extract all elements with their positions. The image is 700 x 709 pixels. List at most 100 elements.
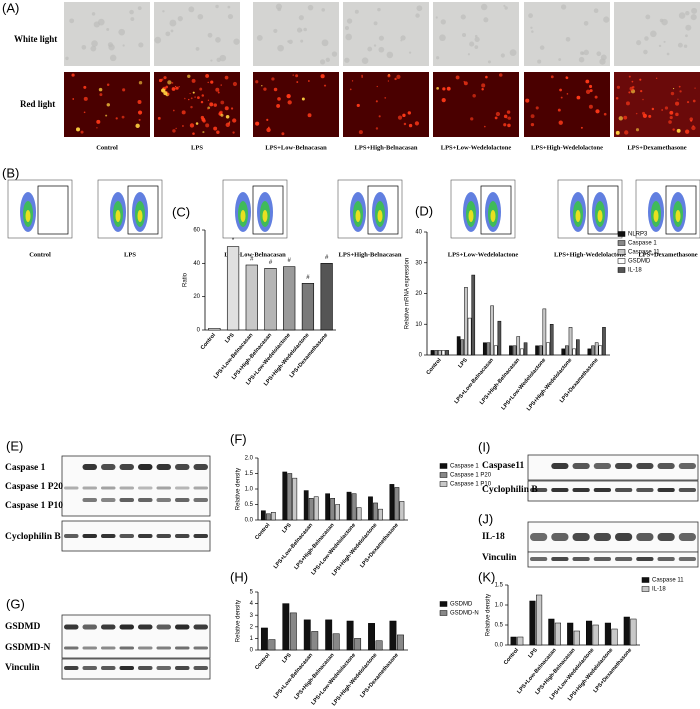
fluorescent-cell	[560, 96, 563, 99]
fluorescent-cell	[375, 127, 379, 130]
bar	[536, 594, 543, 646]
cell	[91, 12, 96, 16]
fluorescent-cell	[292, 74, 295, 76]
cell	[373, 44, 377, 47]
band	[572, 463, 590, 469]
cell	[275, 3, 283, 10]
bar	[354, 638, 362, 651]
fluorescent-cell	[594, 95, 598, 99]
bar	[520, 348, 524, 356]
legend-label: GSDMD	[450, 602, 473, 608]
fluorescent-cell	[441, 98, 446, 103]
fluorescent-cell	[691, 125, 696, 131]
bar	[517, 636, 524, 646]
fluorescent-cell	[408, 123, 413, 128]
cell	[81, 44, 87, 50]
cell	[300, 39, 304, 43]
cell	[539, 45, 545, 50]
y-tick-label: 2.0	[245, 456, 254, 462]
fluorescent-cell	[661, 109, 664, 111]
flow-plot	[450, 179, 516, 239]
bar	[260, 510, 266, 521]
bar	[445, 350, 449, 356]
red-light-image	[154, 72, 240, 137]
band	[657, 533, 675, 541]
fluorescent-cell	[485, 75, 488, 79]
fluorescent-cell	[137, 110, 143, 115]
fluorescent-cell	[194, 96, 196, 98]
x-tick-label: LPS	[457, 357, 469, 369]
bar	[378, 508, 383, 521]
cell	[69, 18, 75, 24]
fluorescent-cell	[694, 87, 696, 89]
band	[82, 646, 97, 650]
legend-label: IL-18	[628, 268, 642, 274]
band	[156, 666, 171, 670]
fluorescent-cell	[669, 110, 674, 115]
cell	[162, 10, 165, 13]
band	[175, 464, 190, 470]
bar	[389, 620, 397, 651]
fluorescent-cell	[115, 117, 118, 120]
cell	[108, 44, 115, 51]
fluorescent-cell	[503, 123, 507, 127]
bar	[516, 336, 521, 356]
bar	[320, 263, 333, 331]
fluorescent-cell	[229, 121, 231, 123]
fluorescent-cell	[623, 115, 628, 120]
cell	[685, 10, 690, 16]
bar	[311, 631, 319, 651]
bar	[289, 612, 297, 651]
y-axis-label: Relative density	[486, 594, 492, 636]
cell	[690, 14, 697, 21]
cell	[408, 51, 412, 54]
bar	[510, 636, 517, 646]
fluorescent-cell	[550, 75, 554, 79]
fluorescent-cell	[83, 111, 86, 114]
fluorescent-cell	[171, 87, 176, 91]
cell	[210, 59, 213, 62]
cell	[685, 24, 692, 31]
fluorescent-cell	[266, 127, 271, 133]
group-label: LPS+High-Wedelolactone	[531, 144, 603, 151]
population	[490, 210, 496, 222]
band	[636, 533, 654, 541]
cell	[346, 18, 353, 24]
band	[119, 464, 134, 470]
band	[175, 646, 190, 650]
cell	[537, 59, 542, 64]
cell	[307, 4, 314, 11]
fluorescent-cell	[286, 93, 291, 99]
band	[551, 488, 569, 492]
y-tick-label: 5	[250, 590, 254, 596]
significance-marker: #	[288, 258, 292, 264]
y-tick-label: 0	[197, 328, 201, 334]
blot-label: Caspase11	[482, 461, 524, 471]
cell	[560, 4, 567, 10]
bar	[287, 473, 293, 521]
x-tick-label: Control	[503, 647, 520, 666]
fluorescent-cell	[121, 115, 125, 119]
group-label: LPS+Low-Belnacasan	[224, 251, 286, 258]
fluorescent-cell	[585, 89, 591, 94]
cell	[319, 59, 326, 65]
cell	[219, 54, 227, 62]
cell	[344, 25, 350, 31]
band	[82, 486, 97, 490]
bar	[265, 513, 271, 521]
bar	[394, 487, 400, 521]
fluorescent-cell	[558, 120, 563, 125]
fluorescent-cell	[165, 85, 169, 89]
bar	[330, 498, 335, 521]
band	[193, 486, 208, 490]
group-label: Control	[96, 144, 118, 151]
band	[138, 624, 153, 630]
flow-plot	[97, 179, 163, 239]
band	[175, 498, 190, 502]
band	[175, 624, 190, 630]
fluorescent-cell	[361, 76, 363, 78]
fluorescent-cell	[175, 86, 179, 90]
band	[101, 666, 116, 670]
x-tick-label: LPS+High-Wedelolactone	[526, 357, 573, 412]
band	[593, 557, 611, 561]
